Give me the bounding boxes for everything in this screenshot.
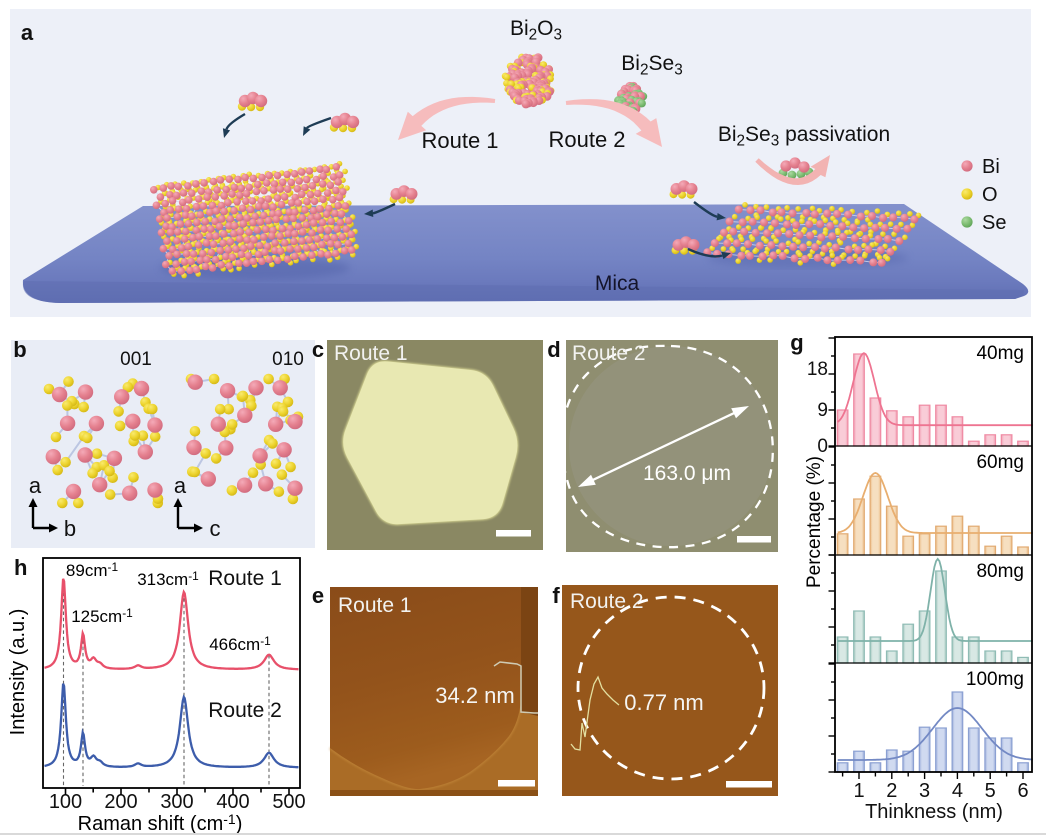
svg-text:163.0 μm: 163.0 μm (643, 462, 731, 485)
svg-text:400: 400 (216, 791, 249, 813)
svg-text:34.2 nm: 34.2 nm (435, 683, 515, 708)
svg-text:Route 1: Route 1 (208, 567, 282, 590)
svg-text:5: 5 (985, 780, 996, 802)
svg-text:4: 4 (952, 780, 963, 802)
svg-text:100mg: 100mg (966, 669, 1024, 690)
svg-text:001: 001 (120, 349, 152, 370)
svg-text:Route 1: Route 1 (338, 594, 412, 617)
svg-text:0: 0 (817, 436, 828, 457)
svg-text:100: 100 (49, 791, 82, 813)
svg-text:40mg: 40mg (976, 343, 1024, 364)
svg-text:89cm-1: 89cm-1 (66, 560, 119, 580)
svg-text:Route 2: Route 2 (548, 127, 625, 152)
svg-text:3: 3 (919, 780, 930, 802)
svg-text:Mica: Mica (595, 272, 640, 295)
svg-text:Bi2Se3 passivation: Bi2Se3 passivation (718, 123, 890, 150)
svg-text:80mg: 80mg (976, 561, 1024, 582)
svg-text:500: 500 (272, 791, 305, 813)
svg-text:Thinkness (nm): Thinkness (nm) (865, 801, 1003, 823)
svg-text:a: a (21, 20, 34, 45)
svg-text:010: 010 (272, 349, 304, 370)
svg-text:2: 2 (886, 780, 897, 802)
svg-text:a: a (174, 473, 187, 498)
svg-text:d: d (547, 337, 560, 362)
svg-text:Bi: Bi (982, 156, 1000, 178)
svg-text:a: a (29, 473, 42, 498)
svg-text:c: c (210, 516, 221, 541)
svg-text:f: f (552, 583, 560, 608)
svg-text:6: 6 (1017, 780, 1028, 802)
svg-text:Route 2: Route 2 (570, 590, 644, 613)
svg-text:9: 9 (817, 400, 828, 421)
svg-text:Intensity (a.u.): Intensity (a.u.) (7, 609, 29, 736)
svg-text:1: 1 (853, 780, 864, 802)
svg-text:h: h (14, 555, 27, 580)
svg-text:e: e (312, 583, 324, 608)
svg-text:b: b (13, 337, 26, 362)
svg-text:Route 2: Route 2 (208, 699, 282, 722)
svg-text:125cm-1: 125cm-1 (71, 606, 133, 626)
svg-text:Route 1: Route 1 (334, 342, 408, 365)
svg-text:0.77 nm: 0.77 nm (624, 690, 704, 715)
svg-text:Se: Se (982, 212, 1006, 234)
svg-text:Route 1: Route 1 (421, 128, 498, 153)
svg-text:313cm-1: 313cm-1 (137, 569, 199, 589)
svg-text:Route 2: Route 2 (572, 342, 646, 365)
svg-text:300: 300 (160, 791, 193, 813)
svg-text:466cm-1: 466cm-1 (209, 634, 271, 654)
svg-text:Percentage (%): Percentage (%) (804, 456, 825, 588)
svg-text:g: g (790, 330, 803, 355)
svg-text:b: b (64, 516, 76, 541)
svg-text:Bi2Se3: Bi2Se3 (621, 52, 682, 79)
svg-text:O: O (982, 184, 998, 206)
svg-text:c: c (312, 337, 324, 362)
svg-text:60mg: 60mg (976, 452, 1024, 473)
svg-text:Raman shift (cm-1): Raman shift (cm-1) (78, 811, 243, 835)
svg-text:200: 200 (104, 791, 137, 813)
svg-text:18: 18 (807, 359, 828, 380)
